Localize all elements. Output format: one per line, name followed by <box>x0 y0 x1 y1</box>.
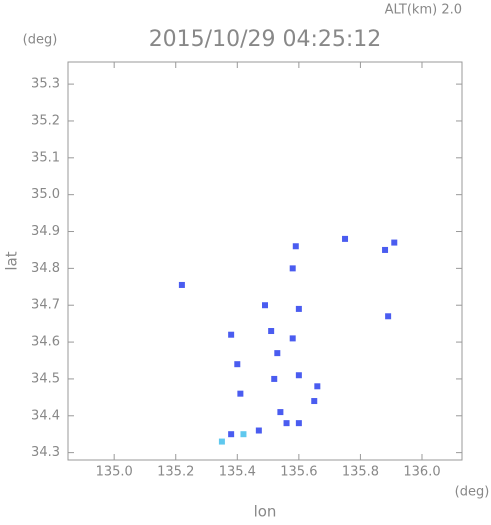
y-axis-label: lat <box>3 251 21 270</box>
x-unit: (deg) <box>455 485 490 500</box>
echo-point <box>178 281 185 288</box>
echo-point <box>234 361 241 368</box>
echo-point <box>274 350 281 357</box>
echo-point <box>295 372 302 379</box>
y-tick-label: 35.1 <box>31 150 60 165</box>
echo-point <box>382 246 389 253</box>
echo-point <box>314 383 321 390</box>
echo-point <box>289 265 296 272</box>
echo-point <box>311 398 318 405</box>
x-tick-label: 135.0 <box>96 465 133 480</box>
echo-point <box>228 331 235 338</box>
echo-point <box>240 431 247 438</box>
echo-point <box>255 427 262 434</box>
echo-point <box>342 235 349 242</box>
y-tick-label: 34.8 <box>31 261 60 276</box>
y-tick-label: 34.7 <box>31 298 60 313</box>
echo-point <box>292 243 299 250</box>
chart-title: 2015/10/29 04:25:12 <box>149 27 382 52</box>
echo-point <box>218 438 225 445</box>
echo-point <box>228 431 235 438</box>
y-tick-label: 35.0 <box>31 187 60 202</box>
echo-point <box>295 420 302 427</box>
echo-point <box>277 409 284 416</box>
annotation: ALT(km) 2.0 <box>385 3 462 18</box>
plot-frame <box>67 61 463 461</box>
x-tick-label: 135.2 <box>157 465 194 480</box>
y-tick-label: 34.5 <box>31 371 60 386</box>
x-tick-label: 135.8 <box>342 465 379 480</box>
y-tick-label: 34.4 <box>31 408 60 423</box>
y-tick-label: 35.2 <box>31 113 60 128</box>
x-axis-label: lon <box>254 503 277 521</box>
y-tick-label: 34.6 <box>31 335 60 350</box>
echo-point <box>295 305 302 312</box>
echo-point <box>385 313 392 320</box>
echo-point <box>271 375 278 382</box>
y-unit: (deg) <box>23 33 58 48</box>
echo-point <box>391 239 398 246</box>
echo-point <box>262 302 268 309</box>
x-tick-label: 135.6 <box>280 465 317 480</box>
echo-point <box>237 390 244 397</box>
echo-point <box>268 328 275 335</box>
echo-point <box>289 335 296 342</box>
y-tick-label: 35.3 <box>31 77 60 92</box>
echo-point <box>283 420 290 427</box>
y-tick-label: 34.9 <box>31 224 60 239</box>
x-tick-label: 135.4 <box>219 465 256 480</box>
y-tick-label: 34.3 <box>31 445 60 460</box>
x-tick-label: 136.0 <box>403 465 440 480</box>
